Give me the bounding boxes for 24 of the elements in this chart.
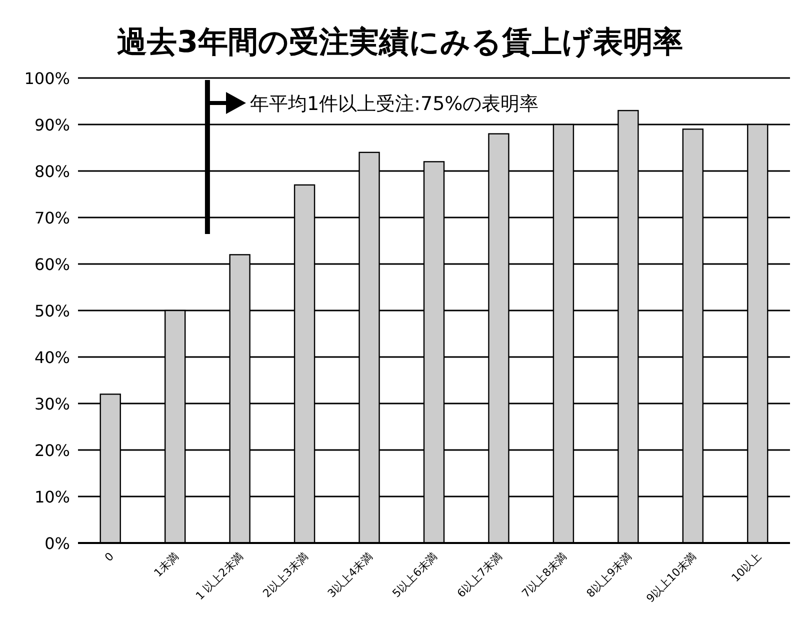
x-tick-label: 8以上9未満 <box>584 550 634 600</box>
x-tick-label: 1 以上2未満 <box>193 550 246 603</box>
x-tick-label: 10以上 <box>729 550 764 585</box>
y-tick-label: 50% <box>34 302 70 320</box>
chart-title: 過去3年間の受注実績にみる賃上げ表明率 <box>117 25 683 60</box>
y-tick-label: 40% <box>34 348 70 367</box>
x-tick-label: 6以上7未満 <box>454 550 505 600</box>
y-tick-label: 90% <box>34 116 70 134</box>
y-tick-label: 20% <box>34 441 70 460</box>
x-tick-label: 2以上3未満 <box>260 550 311 600</box>
y-tick-label: 60% <box>34 255 70 274</box>
x-tick-label: 3以上4未満 <box>325 550 376 600</box>
x-tick-label: 9以上10未満 <box>644 550 700 606</box>
y-tick-label: 30% <box>34 394 70 414</box>
annotation: 年平均1件以上受注:75%の表明率 <box>250 93 539 115</box>
y-tick-label: 80% <box>34 162 70 181</box>
y-tick-label: 10% <box>34 488 70 506</box>
x-tick-label: 7以上8未満 <box>519 550 570 600</box>
x-tick-label: 5以上6未満 <box>390 550 440 600</box>
x-tick-label: 0 <box>102 550 116 564</box>
x-tick-label: 1未満 <box>152 550 182 580</box>
y-tick-label: 0% <box>44 534 70 553</box>
y-tick-label: 70% <box>34 208 70 228</box>
y-tick-label: 100% <box>24 69 70 88</box>
